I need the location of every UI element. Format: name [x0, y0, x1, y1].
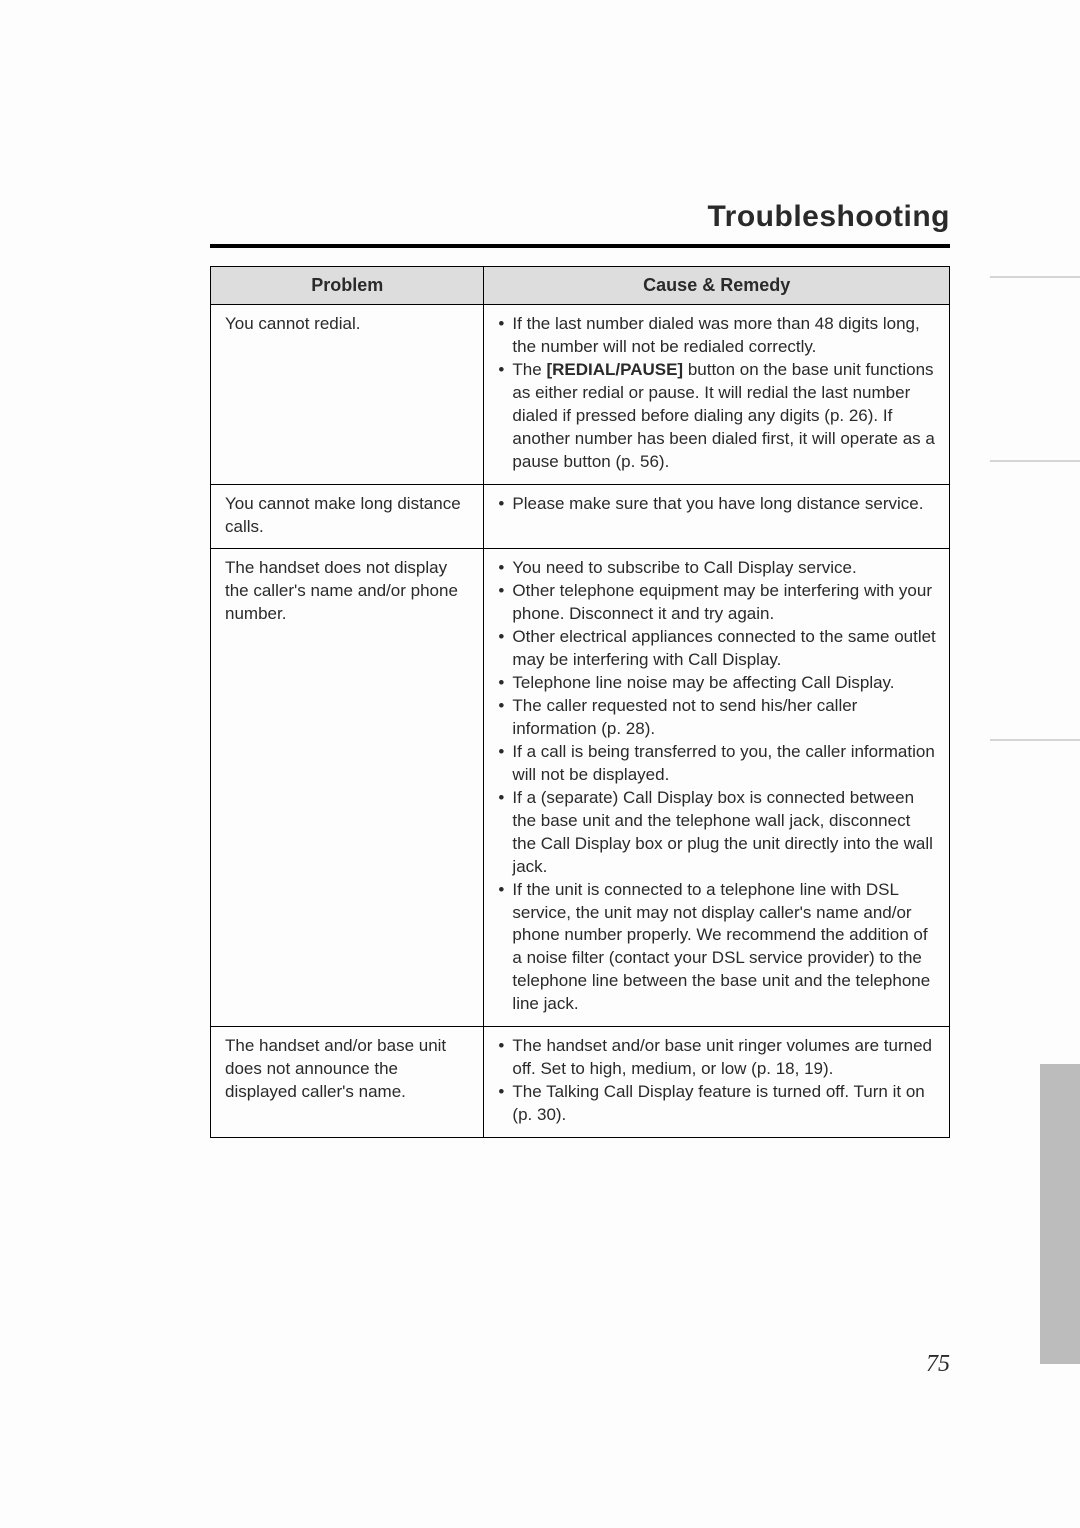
remedy-item: The Talking Call Display feature is turn… — [498, 1081, 937, 1127]
table-row: The handset does not display the caller'… — [211, 549, 950, 1027]
problem-cell: The handset does not display the caller'… — [211, 549, 484, 1027]
remedy-list: Please make sure that you have long dist… — [498, 493, 937, 516]
problem-cell: You cannot make long distance calls. — [211, 484, 484, 549]
table-row: The handset and/or base unit does not an… — [211, 1027, 950, 1138]
section-title: Troubleshooting — [210, 200, 950, 234]
remedy-item: Other telephone equipment may be interfe… — [498, 580, 937, 626]
table-row: You cannot make long distance calls. Plea… — [211, 484, 950, 549]
col-header-problem: Problem — [211, 267, 484, 305]
edge-line — [990, 276, 1080, 278]
troubleshooting-table: Problem Cause & Remedy You cannot redial… — [210, 266, 950, 1138]
remedy-list: If the last number dialed was more than … — [498, 313, 937, 474]
problem-cell: You cannot redial. — [211, 305, 484, 485]
problem-cell: The handset and/or base unit does not an… — [211, 1027, 484, 1138]
remedy-item: Telephone line noise may be affecting Ca… — [498, 672, 937, 695]
edge-line — [990, 460, 1080, 462]
remedy-cell: The handset and/or base unit ringer volu… — [484, 1027, 950, 1138]
remedy-item: You need to subscribe to Call Display se… — [498, 557, 937, 580]
remedy-item: If a call is being transferred to you, t… — [498, 741, 937, 787]
remedy-item: The caller requested not to send his/her… — [498, 695, 937, 741]
remedy-list: The handset and/or base unit ringer volu… — [498, 1035, 937, 1127]
title-rule — [210, 244, 950, 248]
edge-line — [990, 739, 1080, 741]
edge-tab — [1040, 1064, 1080, 1364]
remedy-cell: You need to subscribe to Call Display se… — [484, 549, 950, 1027]
remedy-item: The handset and/or base unit ringer volu… — [498, 1035, 937, 1081]
col-header-remedy: Cause & Remedy — [484, 267, 950, 305]
remedy-cell: Please make sure that you have long dist… — [484, 484, 950, 549]
remedy-cell: If the last number dialed was more than … — [484, 305, 950, 485]
table-row: You cannot redial. If the last number dia… — [211, 305, 950, 485]
remedy-item: If the last number dialed was more than … — [498, 313, 937, 359]
remedy-item: Please make sure that you have long dist… — [498, 493, 937, 516]
remedy-item: If the unit is connected to a telephone … — [498, 879, 937, 1017]
remedy-item: Other electrical appliances connected to… — [498, 626, 937, 672]
page-number: 75 — [926, 1351, 950, 1378]
remedy-item: The [REDIAL/PAUSE] button on the base un… — [498, 359, 937, 474]
remedy-list: You need to subscribe to Call Display se… — [498, 557, 937, 1016]
table-header-row: Problem Cause & Remedy — [211, 267, 950, 305]
bold-key: [REDIAL/PAUSE] — [546, 360, 683, 379]
remedy-item: If a (separate) Call Display box is conn… — [498, 787, 937, 879]
